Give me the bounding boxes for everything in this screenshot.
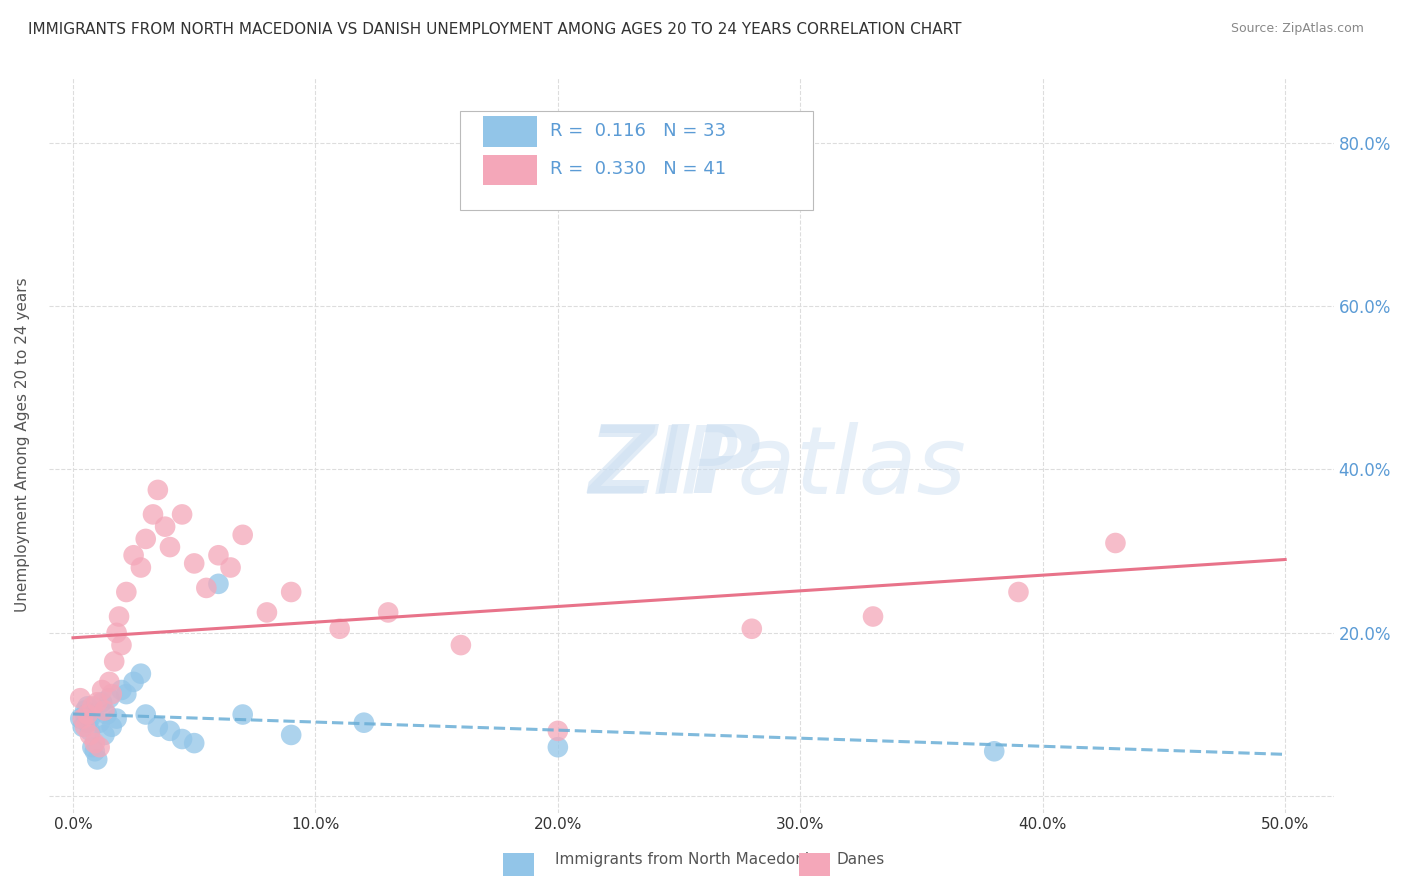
Point <box>280 728 302 742</box>
Point <box>1007 585 1029 599</box>
FancyBboxPatch shape <box>460 111 813 210</box>
Point <box>129 666 152 681</box>
Point <box>105 712 128 726</box>
Point <box>72 720 94 734</box>
Point <box>101 720 124 734</box>
Point <box>142 508 165 522</box>
Point <box>219 560 242 574</box>
Text: ZIPatlas: ZIPatlas <box>588 422 966 513</box>
Point <box>83 744 105 758</box>
Point <box>93 703 115 717</box>
Point <box>75 707 97 722</box>
Point <box>93 728 115 742</box>
FancyBboxPatch shape <box>484 116 537 147</box>
Point <box>101 687 124 701</box>
Point <box>280 585 302 599</box>
Point <box>862 609 884 624</box>
Point <box>79 723 101 738</box>
Point <box>195 581 218 595</box>
Point <box>79 728 101 742</box>
Point <box>207 548 229 562</box>
Point <box>110 638 132 652</box>
Point <box>76 699 98 714</box>
Text: ZIP: ZIP <box>588 421 761 513</box>
Point <box>159 723 181 738</box>
Text: R =  0.116   N = 33: R = 0.116 N = 33 <box>550 122 725 140</box>
Point <box>329 622 352 636</box>
Point <box>82 699 104 714</box>
Text: Source: ZipAtlas.com: Source: ZipAtlas.com <box>1230 22 1364 36</box>
Point <box>98 674 121 689</box>
FancyBboxPatch shape <box>484 154 537 186</box>
Point <box>89 740 111 755</box>
Point <box>172 508 194 522</box>
Point <box>69 712 91 726</box>
Point <box>377 606 399 620</box>
Point <box>96 707 118 722</box>
Point <box>983 744 1005 758</box>
Point <box>153 519 176 533</box>
Point <box>207 577 229 591</box>
Point <box>547 723 569 738</box>
Point <box>69 691 91 706</box>
Point <box>172 732 194 747</box>
Point <box>135 532 157 546</box>
Text: Immigrants from North Macedonia: Immigrants from North Macedonia <box>555 852 818 867</box>
Text: R =  0.330   N = 41: R = 0.330 N = 41 <box>550 161 725 178</box>
Point <box>122 674 145 689</box>
Point <box>83 736 105 750</box>
Point <box>232 707 254 722</box>
Point <box>75 703 97 717</box>
Point <box>98 691 121 706</box>
Point <box>122 548 145 562</box>
Point <box>72 712 94 726</box>
Point <box>183 736 205 750</box>
Point <box>741 622 763 636</box>
Point <box>547 740 569 755</box>
Point <box>1104 536 1126 550</box>
Point <box>79 712 101 726</box>
Point <box>86 752 108 766</box>
Point <box>82 740 104 755</box>
Point <box>115 687 138 701</box>
Point <box>146 720 169 734</box>
Point <box>450 638 472 652</box>
Point <box>146 483 169 497</box>
Point <box>86 695 108 709</box>
Point <box>105 625 128 640</box>
Point <box>89 715 111 730</box>
Point <box>183 557 205 571</box>
Point <box>76 707 98 722</box>
Point <box>108 609 131 624</box>
Point <box>75 720 97 734</box>
Point <box>76 715 98 730</box>
Point <box>256 606 278 620</box>
Point <box>115 585 138 599</box>
Text: Danes: Danes <box>837 852 884 867</box>
Point <box>135 707 157 722</box>
Point <box>353 715 375 730</box>
Text: IMMIGRANTS FROM NORTH MACEDONIA VS DANISH UNEMPLOYMENT AMONG AGES 20 TO 24 YEARS: IMMIGRANTS FROM NORTH MACEDONIA VS DANIS… <box>28 22 962 37</box>
Point <box>103 655 125 669</box>
Point <box>159 540 181 554</box>
Point <box>91 683 114 698</box>
Point <box>110 683 132 698</box>
Y-axis label: Unemployment Among Ages 20 to 24 years: Unemployment Among Ages 20 to 24 years <box>15 277 30 612</box>
Point <box>129 560 152 574</box>
Point <box>232 528 254 542</box>
Point <box>91 695 114 709</box>
